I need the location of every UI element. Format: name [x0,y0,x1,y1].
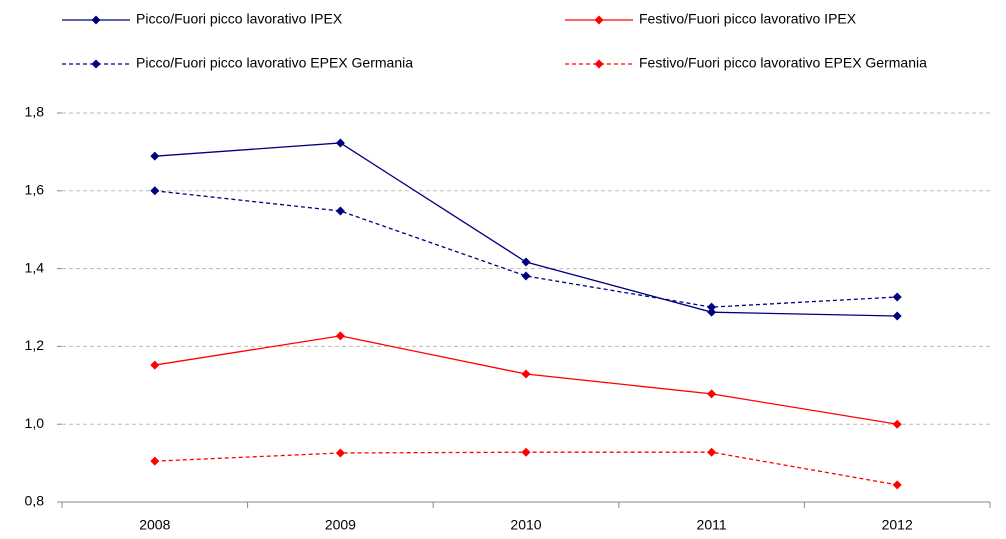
legend-marker [594,59,604,69]
point-marker [707,302,717,312]
point-marker [150,456,160,466]
point-marker [892,480,902,490]
y-tick-label: 1,6 [25,182,45,198]
point-marker [707,307,717,317]
series-line [154,190,898,308]
x-tick-label: 2008 [139,517,170,533]
point-marker [892,311,902,321]
point-marker [150,151,160,161]
legend-label: Festivo/Fuori picco lavorativo EPEX Germ… [639,55,927,71]
x-tick-label: 2010 [510,517,541,533]
point-marker [335,331,345,341]
x-tick-label: 2012 [882,517,913,533]
legend-marker [594,15,604,25]
x-tick-label: 2011 [697,517,727,533]
point-marker [707,447,717,457]
point-marker [892,292,902,302]
series-line [154,335,898,425]
point-marker [150,360,160,370]
legend-label: Picco/Fuori picco lavorativo EPEX German… [136,55,413,71]
point-marker [521,271,531,281]
point-marker [892,419,902,429]
point-marker [521,369,531,379]
x-tick-label: 2009 [325,517,356,533]
point-marker [335,448,345,458]
point-marker [335,138,345,148]
legend-label: Festivo/Fuori picco lavorativo IPEX [639,11,857,27]
y-tick-label: 1,4 [25,259,45,275]
y-tick-label: 1,2 [25,337,45,353]
legend-marker [91,15,101,25]
series-line [154,451,898,486]
point-marker [150,186,160,196]
point-marker [521,257,531,267]
y-tick-label: 1,8 [25,104,45,120]
point-marker [707,389,717,399]
point-marker [335,206,345,216]
point-marker [521,447,531,457]
y-tick-label: 0,8 [25,493,45,509]
legend-marker [91,59,101,69]
series-line [154,142,898,317]
y-tick-label: 1,0 [25,415,45,431]
legend-label: Picco/Fuori picco lavorativo IPEX [136,11,343,27]
